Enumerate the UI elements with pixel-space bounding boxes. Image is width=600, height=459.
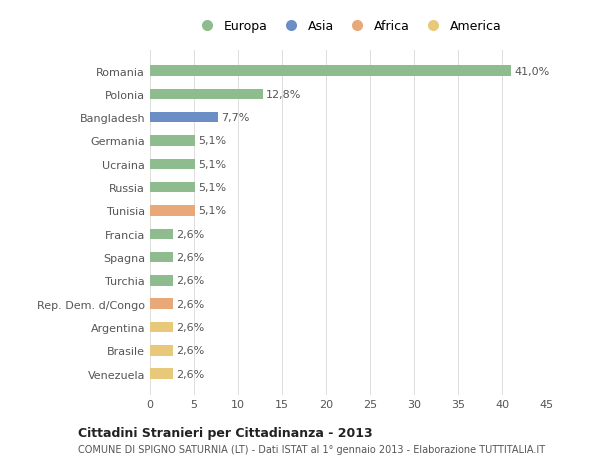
Text: 5,1%: 5,1% xyxy=(199,136,227,146)
Bar xyxy=(150,136,195,146)
Text: 7,7%: 7,7% xyxy=(221,113,250,123)
Text: 5,1%: 5,1% xyxy=(199,183,227,193)
Bar xyxy=(150,66,511,77)
Bar xyxy=(150,90,263,100)
Text: 2,6%: 2,6% xyxy=(176,229,205,239)
Bar xyxy=(150,299,173,309)
Text: 2,6%: 2,6% xyxy=(176,322,205,332)
Bar xyxy=(150,345,173,356)
Text: 5,1%: 5,1% xyxy=(199,159,227,169)
Text: 41,0%: 41,0% xyxy=(514,67,550,76)
Text: Cittadini Stranieri per Cittadinanza - 2013: Cittadini Stranieri per Cittadinanza - 2… xyxy=(78,426,373,439)
Bar xyxy=(150,229,173,240)
Text: COMUNE DI SPIGNO SATURNIA (LT) - Dati ISTAT al 1° gennaio 2013 - Elaborazione TU: COMUNE DI SPIGNO SATURNIA (LT) - Dati IS… xyxy=(78,444,545,454)
Text: 2,6%: 2,6% xyxy=(176,369,205,379)
Bar xyxy=(150,369,173,379)
Bar xyxy=(150,159,195,170)
Bar xyxy=(150,206,195,216)
Text: 2,6%: 2,6% xyxy=(176,252,205,263)
Text: 2,6%: 2,6% xyxy=(176,346,205,356)
Bar xyxy=(150,322,173,333)
Text: 5,1%: 5,1% xyxy=(199,206,227,216)
Legend: Europa, Asia, Africa, America: Europa, Asia, Africa, America xyxy=(189,16,507,39)
Bar xyxy=(150,112,218,123)
Bar xyxy=(150,275,173,286)
Text: 12,8%: 12,8% xyxy=(266,90,302,100)
Text: 2,6%: 2,6% xyxy=(176,299,205,309)
Bar xyxy=(150,183,195,193)
Bar xyxy=(150,252,173,263)
Text: 2,6%: 2,6% xyxy=(176,276,205,286)
